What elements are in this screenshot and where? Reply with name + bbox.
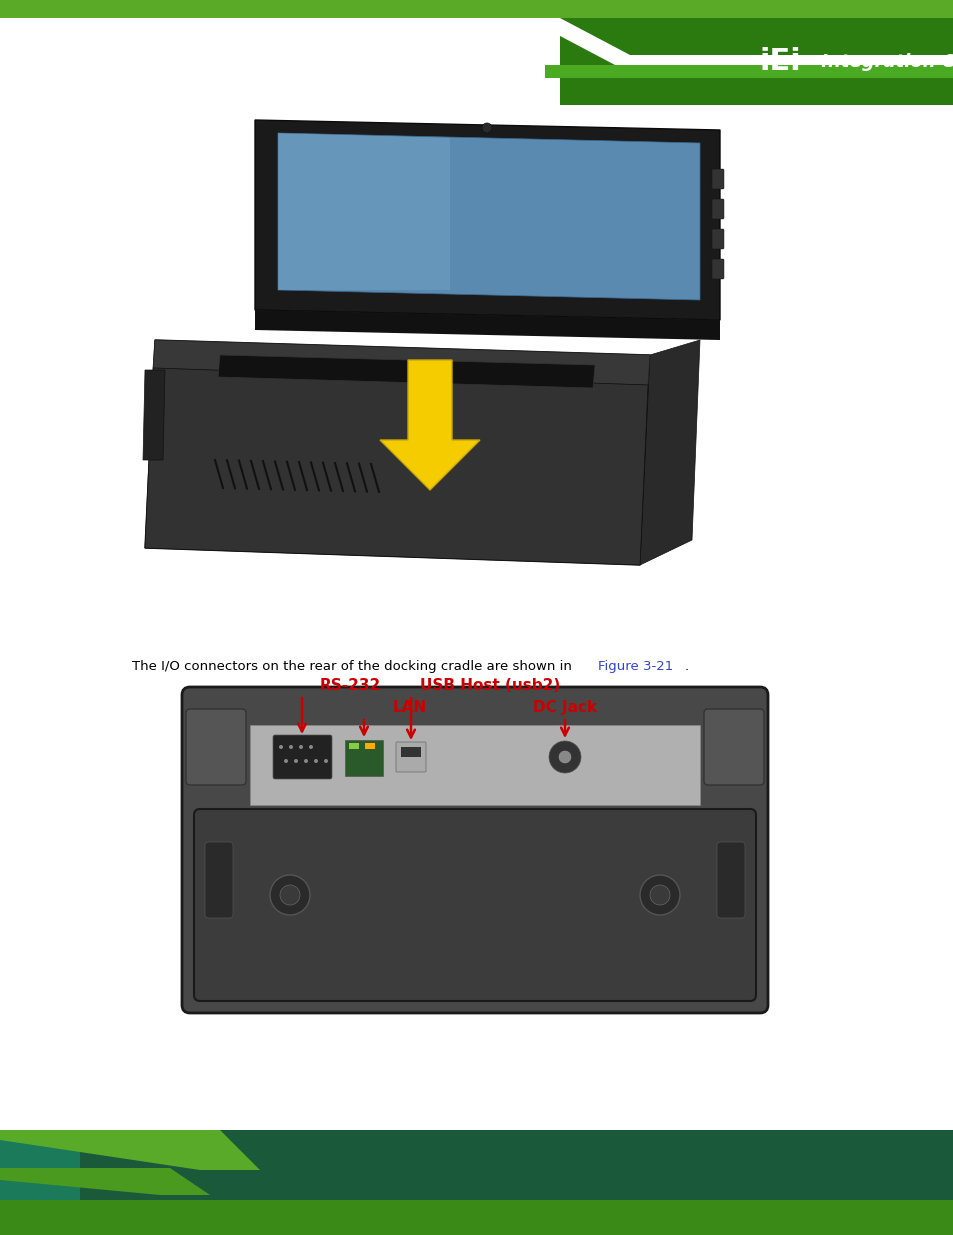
Circle shape — [284, 760, 288, 763]
Circle shape — [314, 760, 317, 763]
Text: Figure 3-21: Figure 3-21 — [598, 659, 673, 673]
Text: RS-232: RS-232 — [319, 678, 380, 693]
Polygon shape — [639, 340, 700, 564]
Polygon shape — [218, 354, 595, 388]
Text: Integration Corp.: Integration Corp. — [814, 53, 953, 70]
Polygon shape — [499, 0, 953, 100]
FancyBboxPatch shape — [349, 743, 358, 748]
Text: The I/O connectors on the rear of the docking cradle are shown in: The I/O connectors on the rear of the do… — [132, 659, 571, 673]
Circle shape — [639, 876, 679, 915]
FancyBboxPatch shape — [703, 709, 763, 785]
Polygon shape — [145, 340, 649, 564]
Polygon shape — [0, 1200, 953, 1235]
Circle shape — [548, 741, 580, 773]
FancyBboxPatch shape — [345, 740, 382, 776]
Polygon shape — [145, 368, 647, 564]
Polygon shape — [450, 0, 953, 105]
Polygon shape — [0, 19, 953, 65]
Polygon shape — [0, 28, 544, 105]
Circle shape — [324, 760, 328, 763]
Circle shape — [280, 885, 299, 905]
Text: iEi: iEi — [760, 47, 801, 77]
Polygon shape — [277, 133, 700, 300]
FancyBboxPatch shape — [186, 709, 246, 785]
Polygon shape — [0, 1130, 80, 1235]
Circle shape — [298, 745, 303, 748]
FancyBboxPatch shape — [250, 725, 700, 805]
Circle shape — [481, 124, 492, 133]
Text: DC Jack: DC Jack — [533, 700, 597, 715]
FancyBboxPatch shape — [395, 742, 426, 772]
FancyBboxPatch shape — [273, 735, 332, 779]
Text: .: . — [684, 659, 688, 673]
FancyBboxPatch shape — [711, 259, 723, 279]
Circle shape — [270, 876, 310, 915]
Polygon shape — [254, 310, 720, 340]
FancyBboxPatch shape — [193, 809, 755, 1002]
Text: USB Host (usb2): USB Host (usb2) — [419, 678, 559, 693]
Polygon shape — [0, 0, 559, 105]
Circle shape — [558, 751, 571, 763]
Polygon shape — [152, 340, 649, 385]
FancyBboxPatch shape — [365, 743, 375, 748]
Circle shape — [294, 760, 297, 763]
Polygon shape — [130, 115, 749, 571]
FancyBboxPatch shape — [711, 169, 723, 189]
Circle shape — [649, 885, 669, 905]
Circle shape — [289, 745, 293, 748]
Polygon shape — [524, 65, 953, 78]
Circle shape — [309, 745, 313, 748]
Polygon shape — [254, 120, 720, 320]
Polygon shape — [0, 0, 953, 19]
Polygon shape — [0, 1168, 210, 1195]
FancyBboxPatch shape — [711, 199, 723, 219]
Polygon shape — [277, 133, 450, 290]
Text: LAN: LAN — [393, 700, 427, 715]
Polygon shape — [379, 359, 479, 490]
FancyBboxPatch shape — [717, 842, 744, 918]
FancyBboxPatch shape — [400, 747, 420, 757]
Polygon shape — [0, 1130, 953, 1235]
FancyBboxPatch shape — [205, 842, 233, 918]
FancyBboxPatch shape — [182, 687, 767, 1013]
Circle shape — [304, 760, 308, 763]
Polygon shape — [143, 370, 165, 459]
Circle shape — [278, 745, 283, 748]
Polygon shape — [0, 1130, 260, 1170]
FancyBboxPatch shape — [711, 228, 723, 249]
